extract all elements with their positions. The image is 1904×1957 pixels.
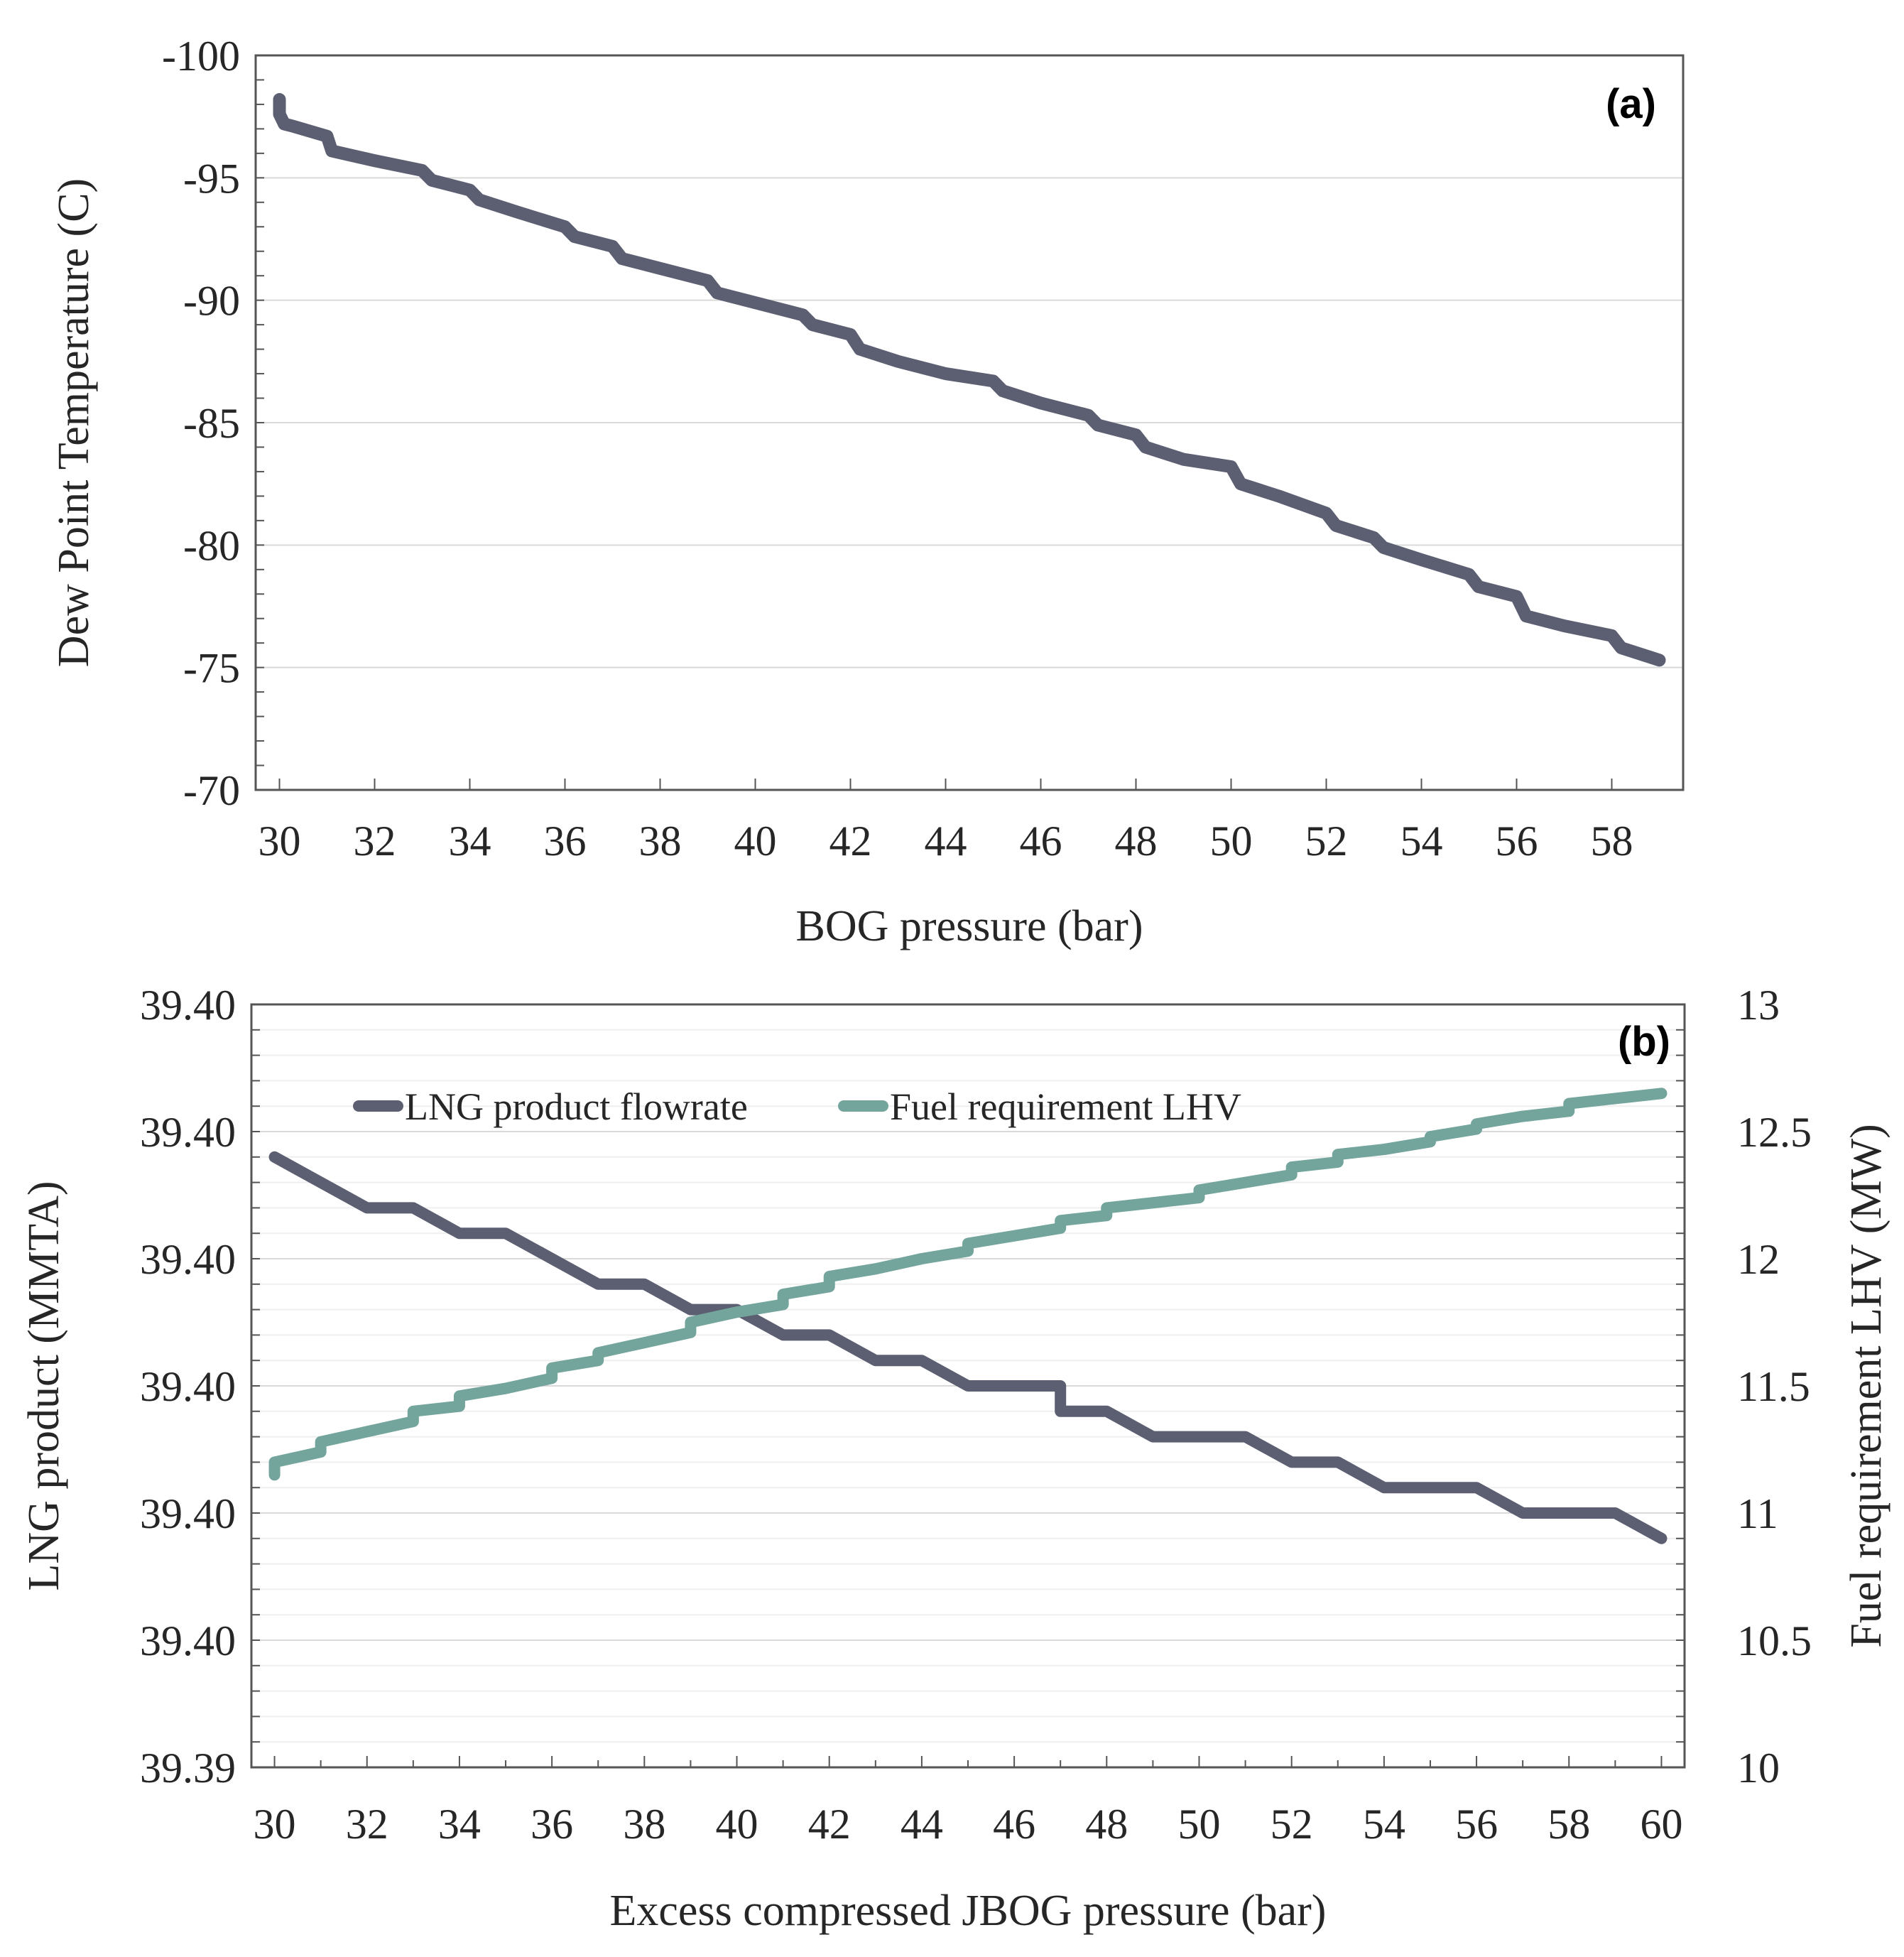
panel-a-x-tick-label: 54 <box>1400 818 1443 864</box>
panel-b-x-tick-label: 48 <box>1085 1801 1128 1848</box>
panel-b-left-y-tick-label: 39.40 <box>140 1109 236 1156</box>
panel-b-left-y-tick-labels: 39.39 39.40 39.40 39.40 39.40 39.40 39.40 <box>140 982 236 1791</box>
panel-b-x-tick-label: 34 <box>438 1801 481 1848</box>
panel-a-x-axis-label: BOG pressure (bar) <box>796 902 1143 950</box>
panel-b-x-tick-label: 50 <box>1177 1801 1220 1848</box>
panel-b-left-y-tick-label: 39.40 <box>140 1490 236 1537</box>
panel-b-plot-frame <box>250 1003 1686 1769</box>
panel-b-x-tick-label: 56 <box>1455 1801 1498 1848</box>
panel-b-left-y-tick-label: 39.40 <box>140 1236 236 1283</box>
panel-b-right-y-tick-label: 10.5 <box>1737 1617 1812 1664</box>
panel-a-x-tick-label: 42 <box>829 818 872 864</box>
legend-label-lng-product-flowrate: LNG product flowrate <box>405 1085 748 1128</box>
panel-a-x-tick-label: 58 <box>1591 818 1633 864</box>
panel-b-right-y-axis-label: Fuel requirement LHV (MW) <box>1842 1124 1891 1648</box>
panel-b-minor-ticks <box>251 1029 1685 1767</box>
series-line-lng-product-flowrate <box>268 1151 1668 1544</box>
panel-b-left-y-tick-label: 39.40 <box>140 982 236 1029</box>
panel-b-x-tick-label: 40 <box>716 1801 758 1848</box>
panel-a-plot-frame <box>254 54 1685 791</box>
panel-b-right-y-tick-label: 11.5 <box>1737 1363 1810 1410</box>
panel-b-left-y-tick-label: 39.40 <box>140 1617 236 1664</box>
panel-b-x-tick-label: 52 <box>1271 1801 1313 1848</box>
panel-b-right-y-tick-labels: 10 10.5 11 11.5 12 12.5 13 <box>1737 982 1812 1791</box>
panel-a-y-tick-label: -75 <box>183 645 240 692</box>
panel-a-series-line <box>273 93 1666 667</box>
panel-b-x-tick-label: 60 <box>1640 1801 1682 1848</box>
panel-b-x-tick-label: 36 <box>531 1801 573 1848</box>
panel-b-right-y-tick-label: 12.5 <box>1737 1109 1812 1156</box>
panel-a-gridlines <box>256 177 1683 668</box>
panel-a-y-tick-label: -100 <box>162 33 240 80</box>
panel-a-y-tick-label: -90 <box>183 278 240 325</box>
panel-a-x-tick-label: 46 <box>1020 818 1062 864</box>
chart-panel-a: 30 32 34 36 38 40 42 44 46 48 50 52 54 56 58 -100 -95 -9… <box>50 33 1685 950</box>
series-line-fuel-requirement-lhv <box>268 1088 1668 1481</box>
panel-b-x-tick-label: 38 <box>623 1801 665 1848</box>
panel-a-y-tick-label: -85 <box>183 400 240 447</box>
panel-a-x-tick-label: 34 <box>449 818 491 864</box>
panel-b-right-y-tick-label: 11 <box>1737 1490 1778 1537</box>
panel-b-left-y-tick-label: 39.40 <box>140 1363 236 1410</box>
panel-b-x-tick-label: 46 <box>993 1801 1035 1848</box>
panel-b-x-tick-label: 42 <box>808 1801 851 1848</box>
panel-b-tag: (b) <box>1618 1019 1670 1065</box>
panel-a-x-tick-label: 40 <box>734 818 777 864</box>
panel-b-x-axis-label: Excess compressed JBOG pressure (bar) <box>610 1887 1327 1935</box>
panel-b-x-tick-label: 44 <box>901 1801 943 1848</box>
panel-b-x-tick-label: 58 <box>1547 1801 1590 1848</box>
panel-a-x-tick-label: 48 <box>1115 818 1158 864</box>
legend-label-fuel-requirement-lhv: Fuel requirement LHV <box>890 1085 1241 1128</box>
panel-a-y-tick-labels: -100 -95 -90 -85 -80 -75 -70 <box>162 33 240 814</box>
panel-a-x-tick-label: 52 <box>1305 818 1348 864</box>
panel-a-x-tick-label: 38 <box>639 818 682 864</box>
panel-b-x-tick-label: 30 <box>254 1801 296 1848</box>
panel-a-x-tick-label: 50 <box>1210 818 1253 864</box>
panel-b-right-y-tick-label: 13 <box>1737 982 1780 1029</box>
panel-a-y-axis-label: Dew Point Temperature (C) <box>50 178 98 667</box>
panel-b-x-tick-label: 54 <box>1363 1801 1405 1848</box>
panel-a-x-tick-label: 44 <box>925 818 967 864</box>
panel-b-left-y-axis-label: LNG product (MMTA) <box>20 1181 68 1590</box>
panel-b-right-y-tick-label: 10 <box>1737 1745 1780 1791</box>
panel-b-left-y-tick-label: 39.39 <box>140 1745 236 1791</box>
panel-a-y-tick-label: -80 <box>183 522 240 569</box>
panel-a-x-tick-labels: 30 32 34 36 38 40 42 44 46 48 50 52 54 56 58 <box>259 818 1633 864</box>
panel-a-x-tick-label: 36 <box>544 818 587 864</box>
panel-a-x-tick-label: 32 <box>354 818 396 864</box>
panel-b-right-y-tick-label: 12 <box>1737 1236 1780 1283</box>
panel-b-legend: LNG product flowrate Fuel requirement LH… <box>353 1085 1241 1128</box>
panel-a-tag: (a) <box>1606 81 1656 127</box>
panel-a-y-tick-label: -95 <box>183 155 240 202</box>
panel-a-y-tick-label: -70 <box>183 767 240 814</box>
chart-panel-b: 30 32 34 36 38 40 42 44 46 48 50 52 54 56 58 60 39.3939… <box>20 982 1891 1935</box>
panel-b-x-tick-label: 32 <box>346 1801 388 1848</box>
panel-a-x-tick-label: 56 <box>1496 818 1538 864</box>
panel-a-series <box>273 93 1666 667</box>
panel-b-x-tick-labels: 30 32 34 36 38 40 42 44 46 48 50 52 54 56 58 60 <box>254 1801 1683 1848</box>
panel-a-x-tick-label: 30 <box>259 818 301 864</box>
panel-b-series <box>268 1088 1668 1544</box>
